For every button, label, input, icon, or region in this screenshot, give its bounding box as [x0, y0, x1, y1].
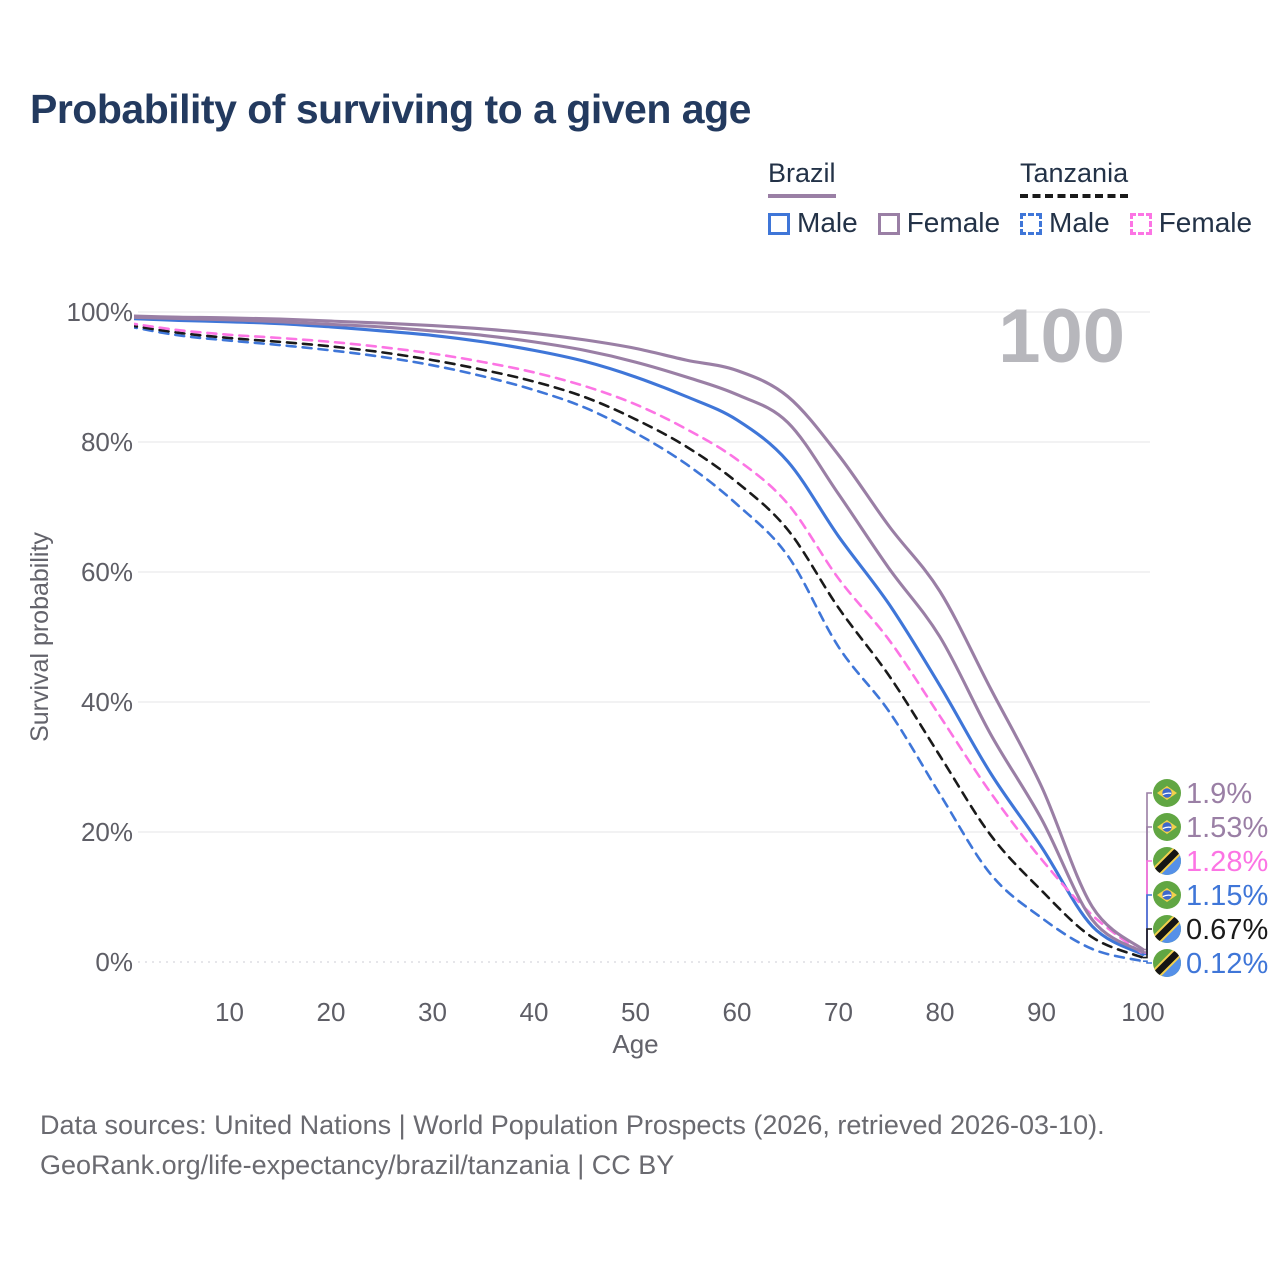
legend-group-brazil: Brazil Male Female [768, 158, 1020, 239]
x-tick-80: 80 [926, 997, 955, 1027]
legend-label-brazil-male: Male [797, 207, 858, 238]
legend-swatch-tanzania-male [1020, 213, 1042, 235]
x-tick-40: 40 [520, 997, 549, 1027]
legend-label-brazil-female: Female [906, 207, 1001, 238]
y-tick-20: 20% [81, 817, 133, 847]
label-connector-tanzania [1143, 928, 1152, 959]
y-tick-0: 0% [95, 947, 133, 977]
x-tick-30: 30 [418, 997, 447, 1027]
x-tick-90: 90 [1027, 997, 1056, 1027]
legend-group-tanzania: Tanzania Male Female [1020, 158, 1272, 239]
x-tick-50: 50 [621, 997, 650, 1027]
legend-swatch-tanzania-female [1129, 213, 1152, 235]
brazil-flag-icon [1152, 778, 1182, 808]
series-line-tanzania-male[interactable] [128, 326, 1145, 963]
y-tick-100: 100% [67, 297, 134, 327]
series-line-tanzania[interactable] [128, 324, 1145, 959]
series-line-tanzania-female[interactable] [128, 322, 1145, 955]
footer-data-sources: Data sources: United Nations | World Pop… [40, 1110, 1105, 1140]
legend-swatch-brazil-female [877, 213, 900, 235]
y-tick-80: 80% [81, 427, 133, 457]
footer: Data sources: United Nations | World Pop… [40, 1106, 1105, 1186]
legend-country-brazil[interactable]: Brazil [768, 158, 836, 198]
footer-attribution: GeoRank.org/life-expectancy/brazil/tanza… [40, 1149, 675, 1180]
chart-title: Probability of surviving to a given age [30, 86, 751, 132]
series-line-brazil-female[interactable] [128, 314, 1145, 952]
age-watermark: 100 [998, 294, 1125, 379]
series-line-brazil-male[interactable] [128, 317, 1145, 957]
x-axis-label: Age [612, 1029, 658, 1059]
brazil-flag-icon [1152, 812, 1182, 842]
end-label-tanzania-male: 0.12% [1186, 948, 1268, 980]
y-axis-label: Survival probability [26, 532, 54, 742]
x-tick-20: 20 [317, 997, 346, 1027]
legend-country-tanzania[interactable]: Tanzania [1020, 158, 1129, 198]
legend-item-brazil-male[interactable]: Male [768, 207, 858, 239]
y-tick-40: 40% [81, 687, 133, 717]
tanzania-flag-icon [1153, 847, 1181, 875]
y-tick-60: 60% [81, 557, 133, 587]
end-label-brazil-male: 1.15% [1186, 880, 1268, 912]
end-label-brazil-female: 1.9% [1186, 778, 1252, 810]
end-label-brazil: 1.53% [1186, 812, 1268, 844]
tanzania-flag-icon [1153, 915, 1181, 943]
legend-item-tanzania-male[interactable]: Male [1020, 207, 1110, 239]
x-tick-100: 100 [1121, 997, 1164, 1027]
label-connector-brazil-male [1143, 894, 1152, 956]
x-tick-10: 10 [215, 997, 244, 1027]
legend-label-tanzania-female: Female [1158, 207, 1253, 238]
series-line-brazil[interactable] [128, 315, 1145, 954]
x-tick-60: 60 [723, 997, 752, 1027]
legend-label-tanzania-male: Male [1049, 207, 1110, 238]
end-label-tanzania-female: 1.28% [1186, 846, 1268, 878]
x-tick-70: 70 [824, 997, 853, 1027]
legend-item-tanzania-female[interactable]: Female [1129, 207, 1253, 239]
label-connector-tanzania-male [1143, 960, 1152, 964]
end-label-tanzania: 0.67% [1186, 914, 1268, 946]
brazil-flag-icon [1152, 880, 1182, 910]
legend-item-brazil-female[interactable]: Female [877, 207, 1001, 239]
tanzania-flag-icon [1153, 949, 1181, 977]
legend-swatch-brazil-male [768, 213, 790, 235]
